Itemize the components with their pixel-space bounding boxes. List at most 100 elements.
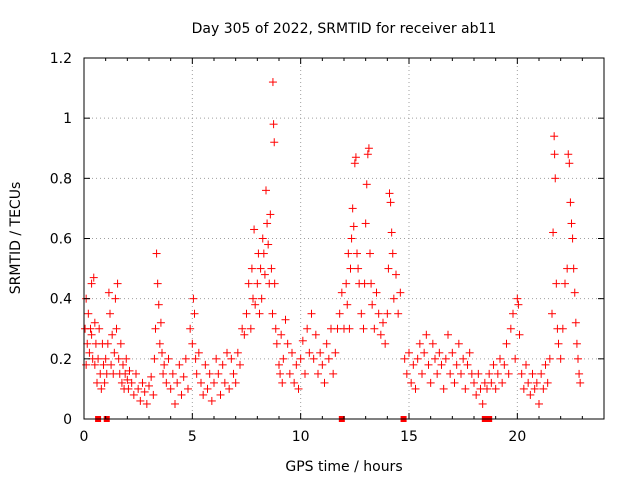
data-point [84,309,93,318]
data-point [264,240,273,249]
data-point [543,378,552,387]
data-point [359,324,368,333]
data-point [370,324,379,333]
data-point [247,264,256,273]
data-point [184,384,192,393]
data-point [372,288,381,297]
data-point [569,264,578,273]
data-point [570,288,579,297]
data-point [552,279,561,288]
data-point [472,390,481,399]
data-point [249,294,257,303]
data-point [270,279,279,288]
data-point [270,138,279,147]
data-point [487,378,496,387]
data-point [537,369,546,378]
data-point [97,384,106,393]
data-point [288,348,296,357]
x-axis-label: GPS time / hours [285,459,402,475]
data-point [571,318,580,327]
data-point [386,198,395,207]
data-point [576,378,585,387]
data-point [441,354,450,363]
data-points [81,78,585,408]
data-point [574,354,582,363]
data-point [491,384,500,393]
data-point [168,369,177,378]
data-point [90,360,99,369]
data-point [268,78,277,87]
data-point [493,369,502,378]
data-point [402,369,411,378]
data-point [283,339,292,348]
data-point [87,330,96,339]
data-point [100,378,109,387]
data-point [400,354,409,363]
data-point [188,339,197,348]
data-point [276,369,285,378]
data-point [489,360,498,369]
data-point [411,384,420,393]
data-point [366,249,374,258]
data-point [384,264,393,273]
data-point [424,360,433,369]
data-point [122,354,131,363]
data-point [266,210,275,219]
y-tick-label: 0.2 [50,352,72,368]
data-point [177,390,186,399]
data-point [101,354,110,363]
data-point [346,264,355,273]
data-point [262,186,270,195]
data-point [121,369,130,378]
data-point [353,249,361,258]
data-point [127,378,136,387]
data-point [186,324,195,333]
data-point [407,378,416,387]
data-point [236,360,244,369]
data-point [561,279,569,288]
data-point [229,369,238,378]
data-point [194,348,203,357]
data-point [342,279,351,288]
data-point [307,309,316,318]
data-point [298,336,307,345]
data-point [108,330,117,339]
data-point [478,399,487,408]
data-point [524,378,533,387]
data-point [244,279,253,288]
data-point [197,378,205,387]
data-point [343,300,352,309]
data-point [113,279,122,288]
data-point [192,369,201,378]
data-point [191,354,200,363]
data-point [201,360,210,369]
data-point [166,384,175,393]
data-point [227,354,236,363]
data-point [162,378,171,387]
data-point [271,324,280,333]
data-point [450,378,459,387]
data-point [216,390,225,399]
data-point [502,339,511,348]
data-point [498,378,507,387]
data-point [331,348,340,357]
y-tick-label: 1.2 [50,51,72,67]
data-point [504,369,513,378]
data-point [151,324,160,333]
data-point [435,348,444,357]
data-point [87,279,96,288]
x-tick-label: 0 [80,429,89,445]
data-point [129,390,138,399]
data-point [348,204,357,213]
data-point [272,339,281,348]
y-tick-label: 0 [63,412,72,428]
data-point [318,360,327,369]
data-point [364,144,373,153]
data-point [316,348,325,357]
data-point [461,384,470,393]
data-point [207,396,216,405]
data-point [296,354,305,363]
data-point [156,318,165,327]
data-point [483,384,491,393]
